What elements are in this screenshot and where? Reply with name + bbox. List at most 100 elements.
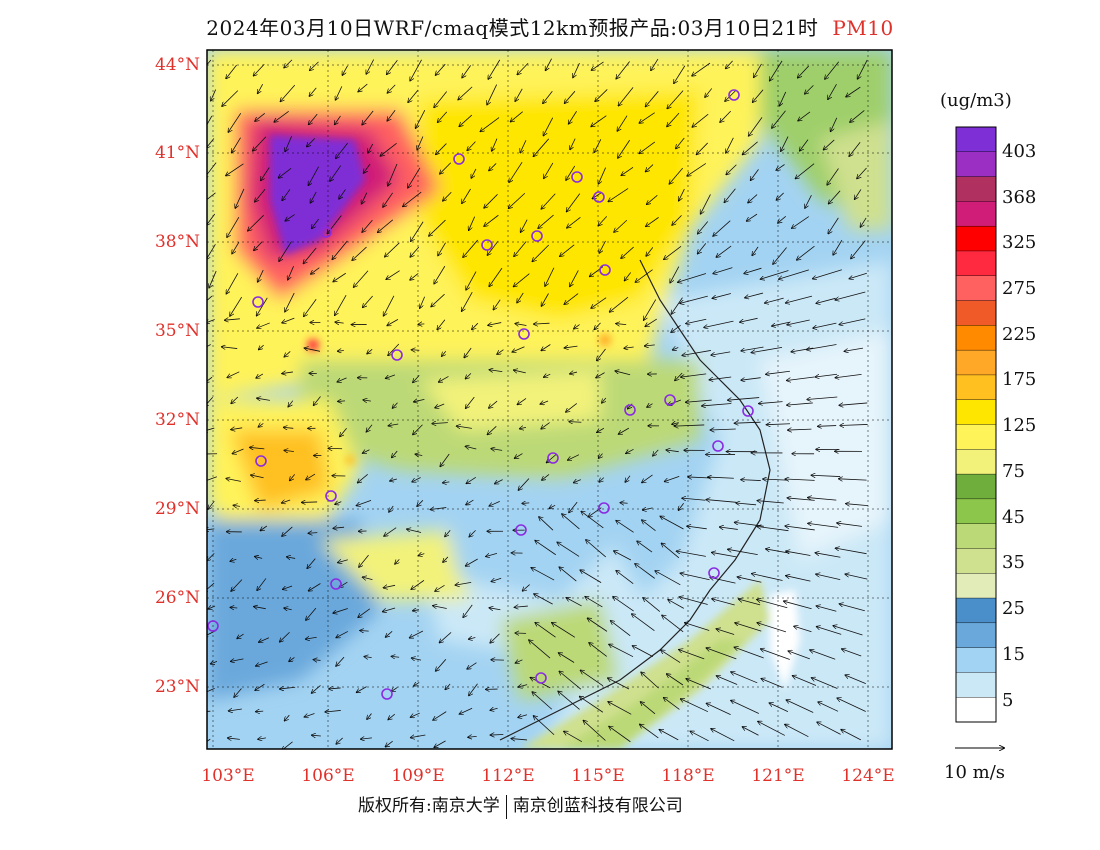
wind-arrow: [487, 426, 497, 434]
wind-arrow: [285, 135, 293, 151]
city-marker: [535, 672, 547, 684]
legend-swatch: [955, 225, 997, 252]
wind-arrow: [312, 218, 319, 228]
wind-arrow: [508, 192, 526, 208]
wind-arrow: [256, 373, 264, 378]
wind-arrow: [608, 188, 629, 201]
wind-arrow: [616, 61, 630, 79]
wind-arrow: [338, 560, 348, 563]
wind-arrow: [635, 564, 655, 579]
wind-arrow: [665, 475, 680, 481]
wind-arrow: [531, 568, 555, 581]
footer-left: 版权所有:南京大学: [358, 796, 500, 816]
wind-arrow: [410, 273, 419, 279]
wind-arrow: [362, 110, 374, 125]
city-marker: [624, 404, 636, 416]
wind-arrow: [743, 141, 758, 155]
wind-arrow: [495, 479, 503, 484]
wind-arrow: [522, 503, 530, 504]
wind-arrow: [679, 188, 685, 201]
wind-arrow: [716, 245, 732, 257]
wind-arrow: [232, 241, 240, 254]
wind-arrow: [226, 273, 239, 293]
wind-arrow: [639, 141, 656, 154]
legend-swatch: [955, 473, 997, 500]
wind-arrow: [543, 117, 554, 136]
wind-arrow: [741, 480, 761, 481]
wind-arrow: [573, 63, 580, 77]
wind-arrow: [681, 373, 707, 377]
wind-arrow: [635, 269, 653, 282]
wind-arrow: [408, 167, 421, 188]
wind-arrow: [278, 168, 292, 178]
wind-arrow: [282, 317, 295, 323]
wind-arrow: [410, 59, 422, 81]
legend-swatch: [955, 151, 997, 178]
lat-label: 38°N: [154, 232, 200, 252]
wind-arrow: [232, 448, 244, 454]
wind-arrow: [534, 323, 550, 324]
wind-arrow: [741, 378, 761, 380]
wind-arrow: [466, 476, 476, 483]
wind-arrow: [313, 660, 321, 661]
wind-arrow: [583, 721, 606, 741]
wind-arrow: [632, 614, 655, 631]
lon-label: 118°E: [661, 766, 715, 786]
city-marker: [320, 226, 332, 238]
wind-arrow: [231, 396, 239, 403]
wind-arrow: [672, 423, 679, 425]
wind-arrow: [619, 427, 630, 434]
wind-arrow: [312, 685, 321, 693]
wind-arrow: [258, 83, 264, 93]
wind-arrow: [844, 347, 864, 351]
wind-arrow: [384, 527, 397, 536]
wind-arrow: [284, 608, 292, 610]
wind-arrow: [462, 65, 471, 77]
wind-arrow: [678, 273, 707, 283]
legend-swatch: [955, 548, 997, 574]
wind-arrow: [837, 698, 866, 712]
wind-arrow: [786, 576, 811, 582]
wind-arrow: [207, 376, 213, 382]
wind-arrow: [812, 678, 838, 689]
wind-arrow: [647, 195, 658, 204]
wind-arrow: [486, 553, 498, 556]
wind-arrow: [624, 347, 634, 348]
wind-arrow: [836, 548, 867, 555]
wind-arrow: [842, 649, 862, 657]
wind-arrow: [655, 571, 681, 586]
wind-arrow: [585, 597, 603, 608]
wind-arrow: [254, 241, 263, 251]
wind-arrow: [497, 349, 504, 355]
wind-arrow: [356, 500, 372, 505]
wind-arrow: [364, 657, 372, 658]
wind-arrow: [594, 139, 602, 152]
wind-arrow: [489, 370, 503, 372]
wind-arrow: [706, 500, 737, 503]
wind-arrow: [489, 608, 501, 610]
legend-unit: (ug/m3): [940, 90, 1012, 111]
vector-reference-label: 10 m/s: [944, 762, 1005, 783]
wind-arrow: [752, 574, 783, 581]
wind-arrow: [677, 551, 706, 557]
wind-arrow: [207, 162, 217, 179]
wind-arrow: [282, 526, 293, 536]
wind-arrow: [433, 606, 447, 609]
wind-arrow: [514, 273, 530, 287]
wind-arrow: [419, 554, 425, 556]
wind-arrow: [785, 479, 815, 480]
wind-arrow: [211, 89, 217, 101]
wind-arrow: [338, 401, 346, 402]
wind-arrow: [752, 246, 759, 255]
wind-arrow: [410, 246, 420, 257]
wind-arrow: [208, 606, 216, 609]
wind-arrow: [840, 424, 868, 425]
wind-arrow: [261, 167, 270, 181]
wind-arrow: [680, 573, 710, 581]
wind-arrow: [759, 402, 783, 404]
wind-arrow: [256, 711, 264, 712]
wind-arrow: [653, 449, 659, 456]
legend-swatch: [955, 399, 997, 426]
wind-arrow: [761, 270, 789, 279]
